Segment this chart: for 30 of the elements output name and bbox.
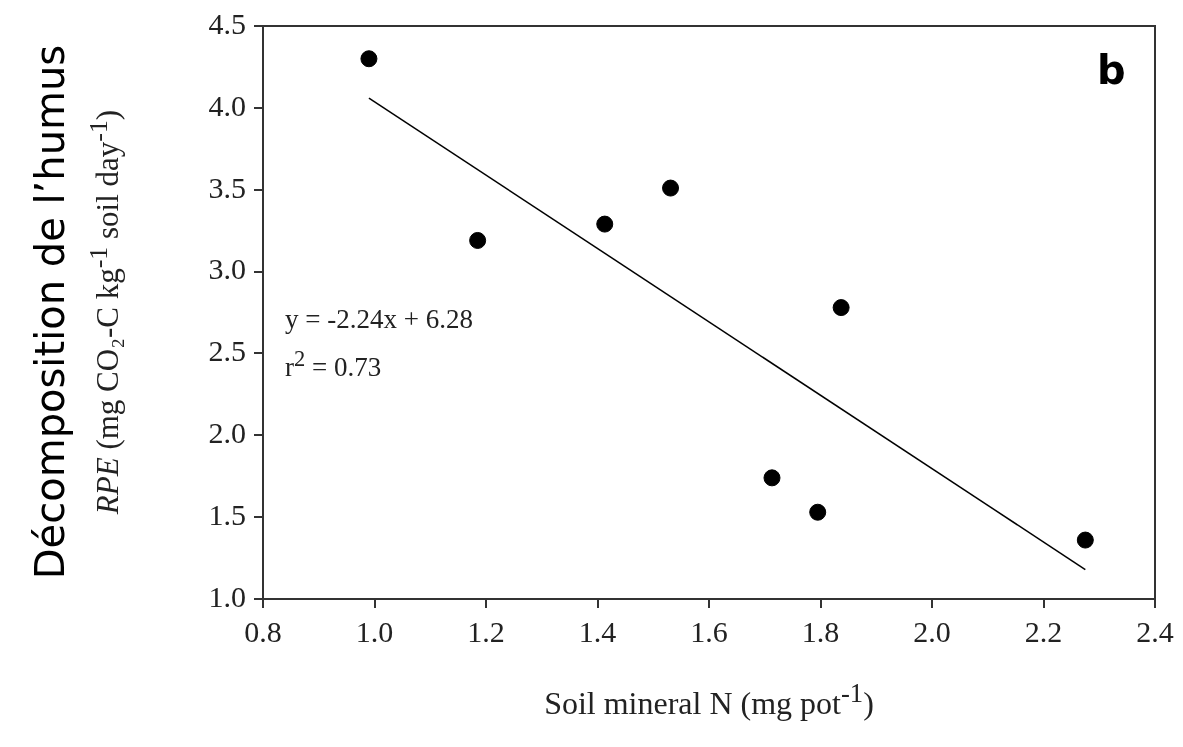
- x-tick-label: 1.4: [578, 614, 617, 648]
- y-tick-label: 4.5: [208, 6, 246, 40]
- annotation: b: [1097, 47, 1126, 93]
- x-tick-label: 1.6: [690, 614, 728, 648]
- x-tick-label: 2.2: [1024, 614, 1063, 648]
- point: [360, 50, 378, 68]
- point: [832, 299, 850, 317]
- x-tick-label: 1.2: [467, 614, 505, 648]
- annotation: y = -2.24x + 6.28: [285, 304, 473, 335]
- x-tick-label: 0.8: [244, 614, 282, 648]
- x-tick-label: 1.0: [355, 614, 394, 648]
- text: Décomposition de l’humus: [27, 44, 73, 580]
- point: [596, 215, 614, 233]
- y-tick-label: 1.5: [208, 498, 246, 532]
- x-tick-label: 2.4: [1136, 614, 1174, 648]
- y-tick-label: 2.5: [208, 334, 246, 368]
- y-tick-label: 1.0: [208, 579, 246, 613]
- point: [1076, 531, 1094, 549]
- point: [763, 469, 781, 487]
- x-tick-label: 2.0: [913, 614, 951, 648]
- y-tick-label: 3.0: [208, 252, 246, 286]
- x-axis-title: Soil mineral N (mg pot$^{-1}$): [544, 678, 874, 722]
- point: [469, 231, 487, 249]
- point: [662, 179, 680, 197]
- point: [809, 503, 827, 521]
- y-tick-label: 4.0: [208, 88, 246, 122]
- x-tick-label: 1.8: [801, 614, 840, 648]
- annotation: r$^{2}$ = 0.73: [285, 346, 382, 383]
- y-tick-label: 2.0: [208, 416, 246, 450]
- y-tick-label: 3.5: [208, 170, 246, 204]
